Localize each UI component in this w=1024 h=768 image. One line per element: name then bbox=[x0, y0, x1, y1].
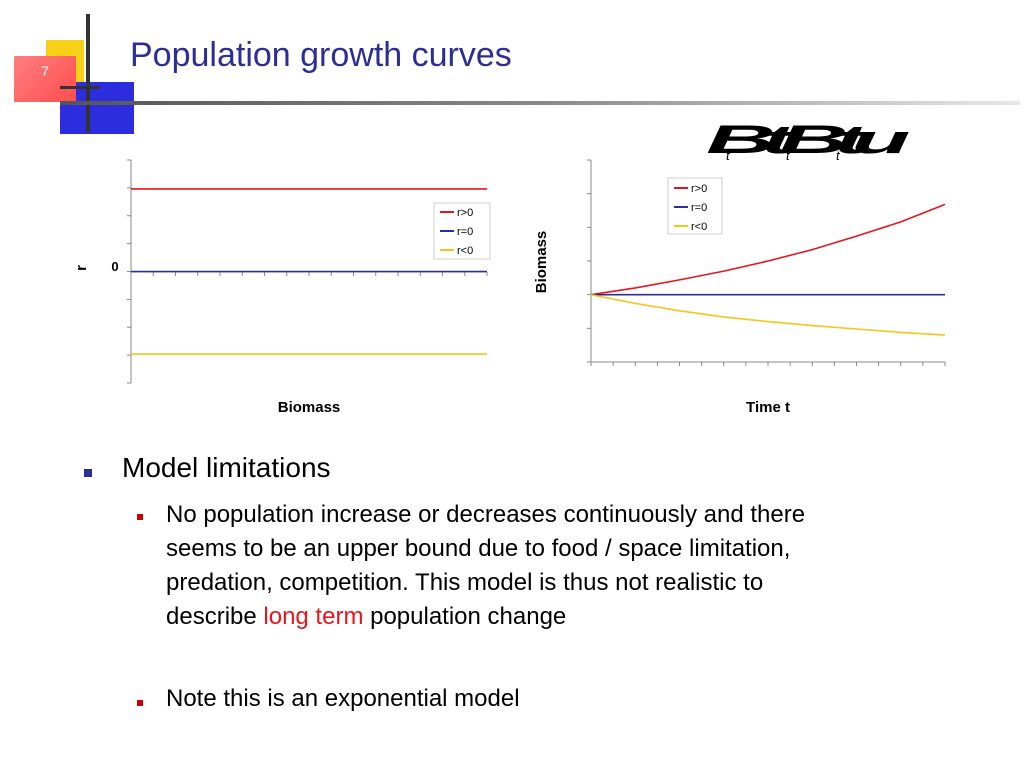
chart2-y-label: Biomass bbox=[533, 231, 550, 294]
bullet-item-1-prefix: describe bbox=[166, 603, 264, 630]
chart1-x-label: Biomass bbox=[278, 399, 341, 416]
chart2-x-ticks bbox=[590, 362, 946, 366]
deco-vertical-bar bbox=[86, 14, 90, 132]
series-line-r0 bbox=[590, 203, 946, 296]
bullet-item-1-line-2: seems to be an upper bound due to food /… bbox=[166, 535, 791, 562]
deco-red-block bbox=[14, 56, 76, 102]
chart2-y-ticks bbox=[587, 159, 591, 363]
chart2-x-label: Time t bbox=[746, 399, 790, 416]
svg-text:BtBtu: BtBtu bbox=[706, 118, 909, 162]
legend-label: r=0 bbox=[691, 202, 707, 214]
legend-label: r=0 bbox=[457, 226, 473, 238]
chart1-y-tick-zero: 0 bbox=[111, 259, 118, 274]
bullet-marker-1 bbox=[137, 514, 143, 520]
bullet-item-1-line-1: No population increase or decreases cont… bbox=[166, 501, 806, 528]
bullet-item-1: No population increase or decreases cont… bbox=[166, 498, 946, 634]
bullet-item-2: Note this is an exponential model bbox=[166, 685, 520, 712]
series-line-r0 bbox=[590, 293, 946, 336]
equation-image: BtBtu t t t bbox=[706, 118, 915, 163]
legend-label: r>0 bbox=[691, 183, 707, 195]
legend-label: r>0 bbox=[457, 207, 473, 219]
svg-text:t: t bbox=[836, 148, 841, 163]
chart1-y-ticks bbox=[127, 159, 131, 384]
chart1-y-label: r bbox=[73, 265, 90, 271]
legend-label: r<0 bbox=[691, 221, 707, 233]
bullet-model-limitations: Model limitations bbox=[122, 452, 331, 483]
slide-number: 7 bbox=[41, 63, 49, 79]
svg-text:t: t bbox=[786, 148, 791, 163]
slide-title: Population growth curves bbox=[130, 36, 512, 74]
title-underline bbox=[60, 101, 1020, 105]
bullet-item-1-line-4: describe long term population change bbox=[166, 600, 946, 634]
charts-area: 0 r Biomass r>0 r=0 r<0 Biomass Time t r>0… bbox=[73, 118, 946, 416]
bullet-item-1-line-3: predation, competition. This model is th… bbox=[166, 569, 764, 596]
chart1-legend: r>0 r=0 r<0 bbox=[433, 202, 491, 260]
chart2-legend: r>0 r=0 r<0 bbox=[667, 177, 723, 235]
bullet-marker-2 bbox=[137, 700, 143, 706]
legend-label: r<0 bbox=[457, 245, 473, 257]
svg-text:t: t bbox=[726, 148, 731, 163]
chart-biomass-vs-time: Biomass Time t r>0 r=0 r<0 bbox=[533, 159, 946, 416]
bullet-marker-level1 bbox=[84, 469, 92, 477]
bullet-item-1-suffix: population change bbox=[363, 603, 567, 630]
chart-r-vs-biomass: 0 r Biomass r>0 r=0 r<0 bbox=[73, 159, 491, 416]
highlight-long-term: long term bbox=[263, 603, 364, 630]
chart1-x-ticks bbox=[130, 272, 488, 276]
deco-horizontal-bar bbox=[60, 86, 100, 89]
